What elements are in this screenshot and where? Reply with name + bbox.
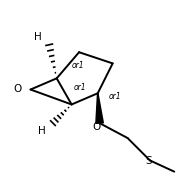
Text: S: S bbox=[146, 156, 152, 166]
Text: or1: or1 bbox=[72, 61, 84, 70]
Text: or1: or1 bbox=[109, 93, 122, 101]
Text: O: O bbox=[13, 84, 22, 94]
Text: or1: or1 bbox=[74, 83, 86, 92]
Text: H: H bbox=[38, 126, 46, 136]
Text: O: O bbox=[93, 122, 101, 132]
Text: H: H bbox=[34, 32, 42, 42]
Polygon shape bbox=[96, 93, 103, 123]
